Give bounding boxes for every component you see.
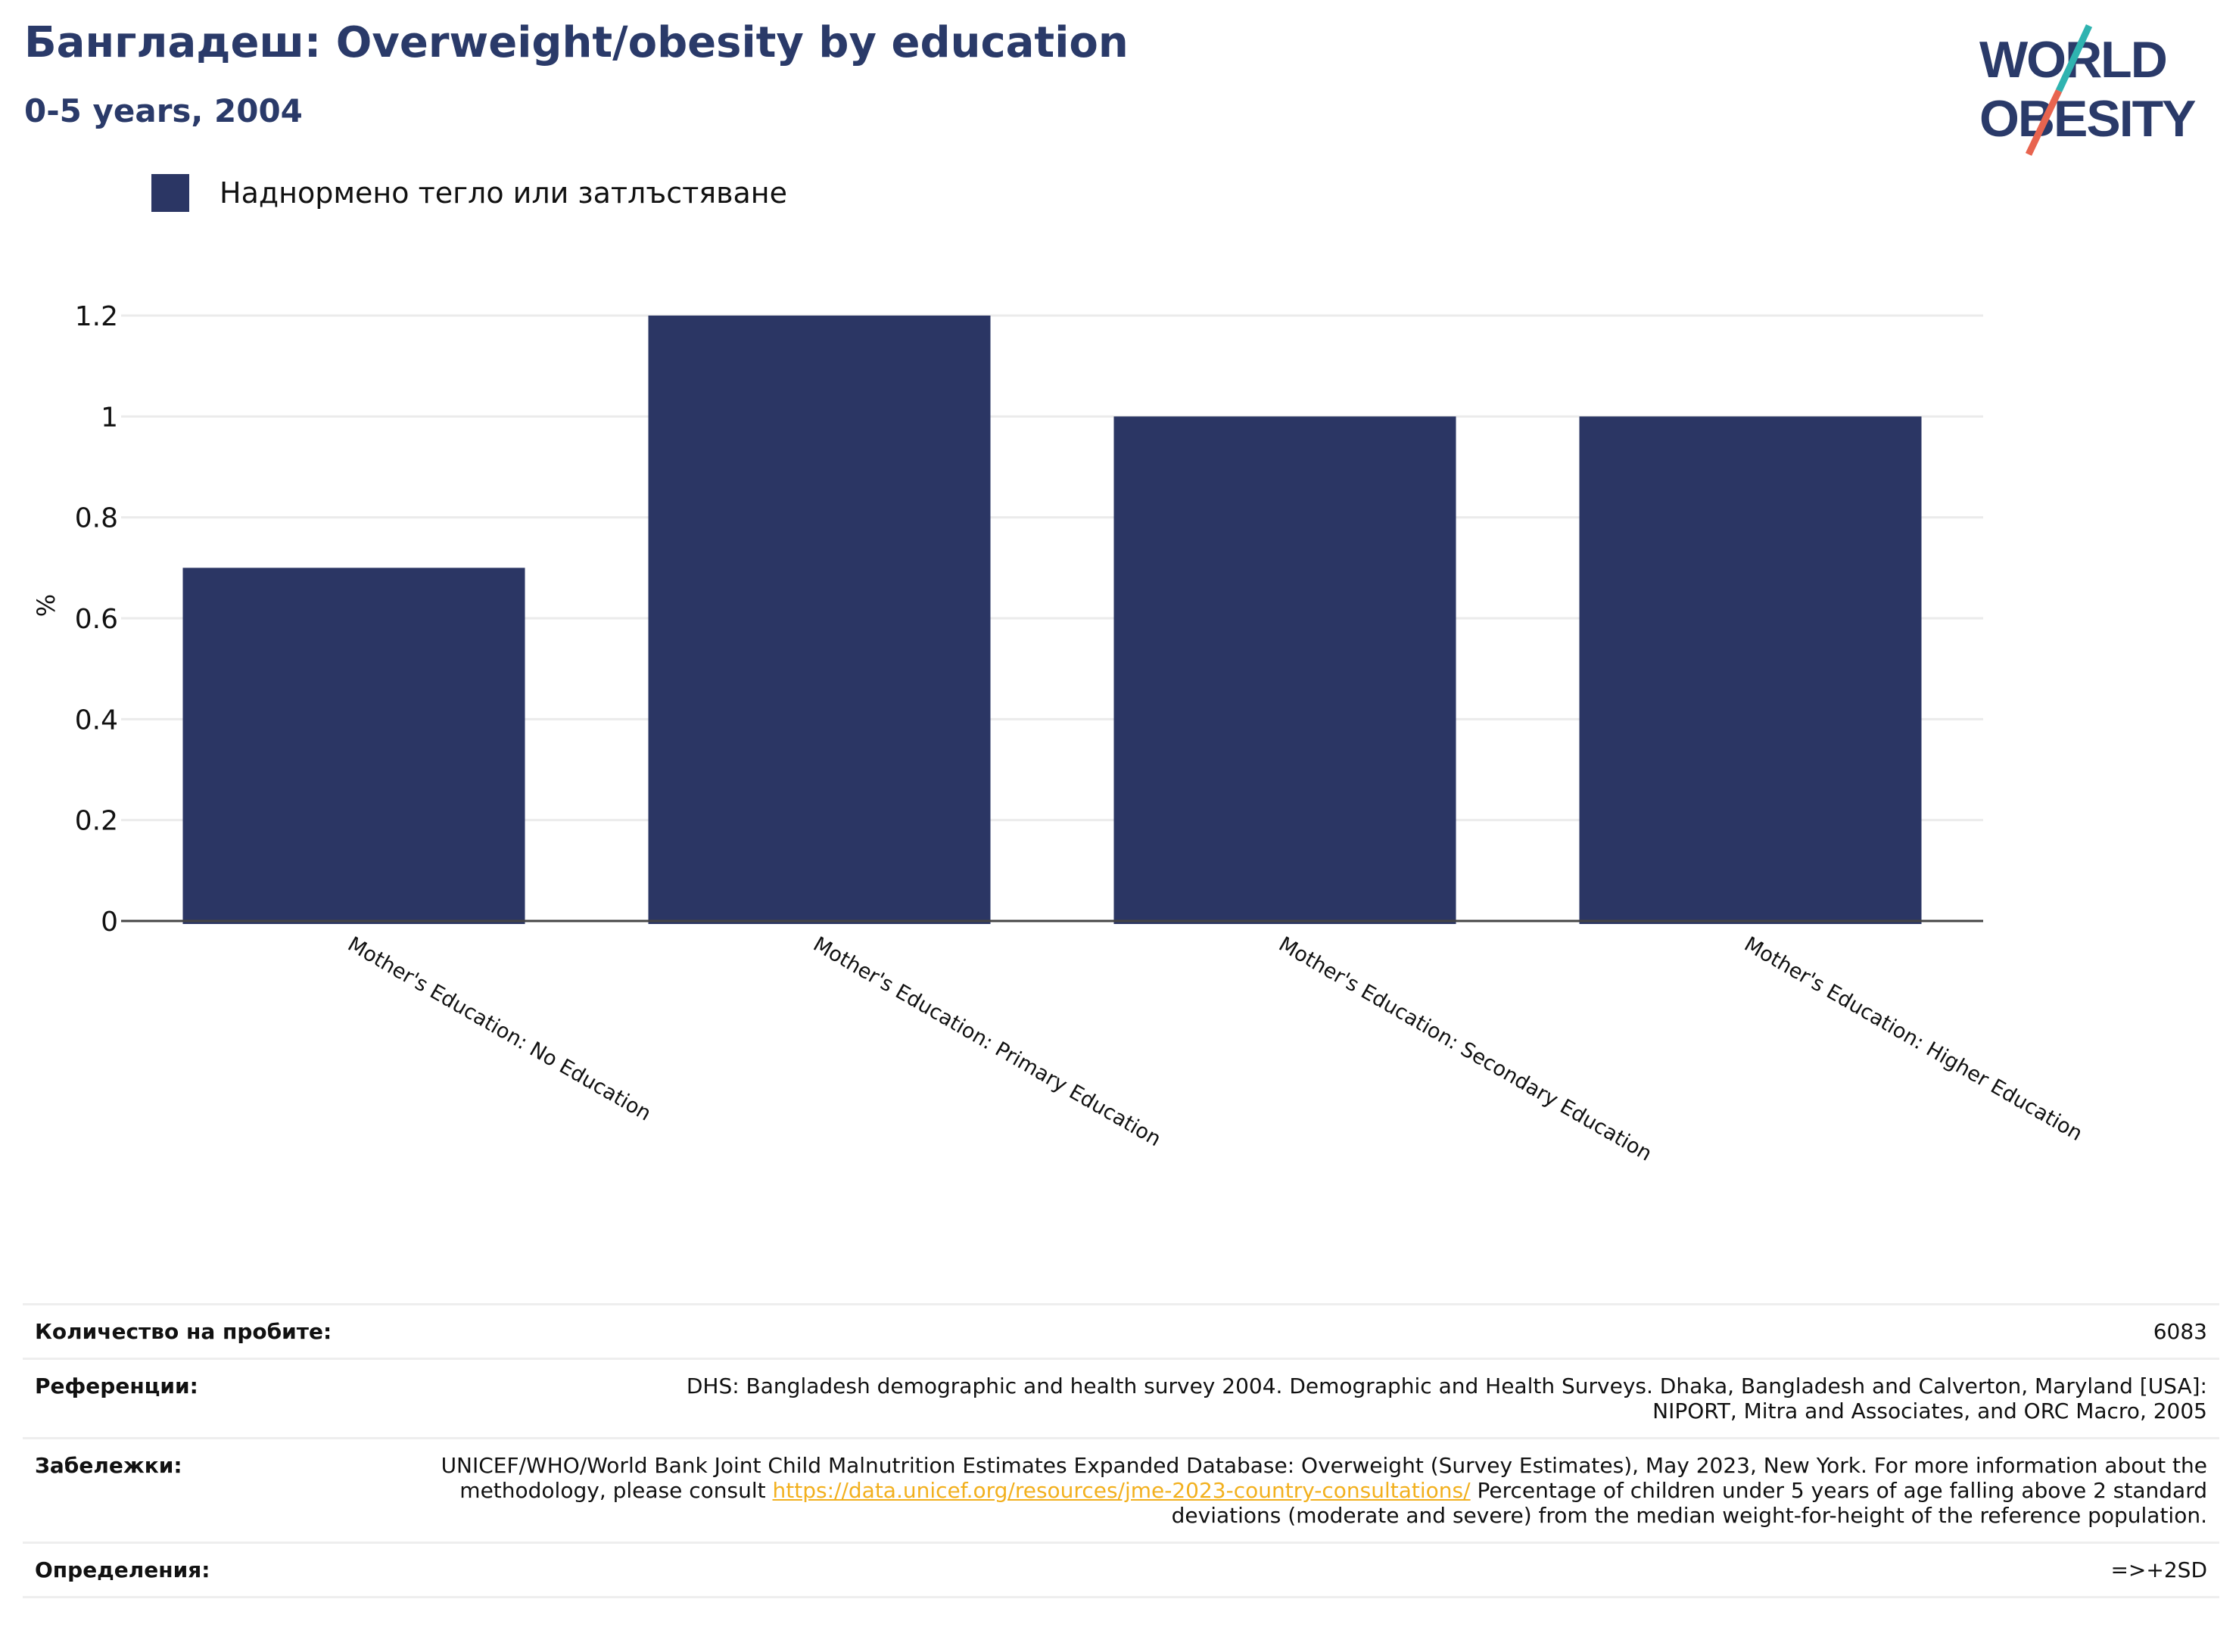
y-tick-label: 0.6 bbox=[75, 604, 118, 635]
y-axis-label: % bbox=[32, 594, 61, 617]
bar bbox=[1579, 416, 1922, 924]
notes-text-before: UNICEF/WHO/World Bank Joint Child Malnut… bbox=[441, 1453, 2207, 1503]
y-tick-label: 0.4 bbox=[75, 705, 118, 736]
notes-text-after: Percentage of children under 5 years of … bbox=[1171, 1478, 2207, 1528]
notes-value: UNICEF/WHO/World Bank Joint Child Malnut… bbox=[421, 1453, 2207, 1528]
notes-link[interactable]: https://data.unicef.org/resources/jme-20… bbox=[772, 1478, 1471, 1503]
meta-row-references: Референции: DHS: Bangladesh demographic … bbox=[23, 1358, 2219, 1437]
x-tick-label: Mother's Education: Primary Education bbox=[809, 932, 1165, 1151]
definitions-label: Определения: bbox=[35, 1557, 210, 1582]
references-value: DHS: Bangladesh demographic and health s… bbox=[686, 1374, 2207, 1423]
y-tick-label: 1.2 bbox=[75, 301, 118, 332]
chart-subtitle: 0-5 years, 2004 bbox=[24, 92, 303, 129]
x-tick-label: Mother's Education: No Education bbox=[344, 932, 655, 1125]
legend-label: Наднормено тегло или затлъстяване bbox=[220, 176, 787, 210]
x-tick-label: Mother's Education: Secondary Education bbox=[1275, 932, 1655, 1166]
y-tick-label: 0.8 bbox=[75, 503, 118, 534]
legend: Наднормено тегло или затлъстяване bbox=[151, 174, 787, 212]
y-tick-label: 0.2 bbox=[75, 806, 118, 837]
meta-row-sample: Количество на пробите: 6083 bbox=[23, 1303, 2219, 1358]
svg-text:OBESITY: OBESITY bbox=[1979, 90, 2196, 148]
legend-swatch bbox=[151, 174, 189, 212]
bar bbox=[648, 316, 991, 924]
references-label: Референции: bbox=[35, 1374, 198, 1398]
x-tick-label: Mother's Education: Higher Education bbox=[1740, 932, 2086, 1146]
y-tick-label: 1 bbox=[101, 402, 118, 433]
world-obesity-logo: WORLD OBESITY bbox=[1979, 24, 2197, 156]
chart-title: Бангладеш: Overweight/obesity by educati… bbox=[24, 18, 1129, 67]
y-tick-label: 0 bbox=[101, 907, 118, 938]
meta-row-notes: Забележки: UNICEF/WHO/World Bank Joint C… bbox=[23, 1437, 2219, 1542]
sample-size-value: 6083 bbox=[2153, 1319, 2207, 1344]
metadata-table: Количество на пробите: 6083 Референции: … bbox=[23, 1303, 2219, 1598]
bar bbox=[1113, 416, 1456, 924]
sample-size-label: Количество на пробите: bbox=[35, 1319, 332, 1344]
notes-label: Забележки: bbox=[35, 1453, 182, 1478]
definitions-value: =>+2SD bbox=[2110, 1557, 2207, 1582]
meta-row-definitions: Определения: =>+2SD bbox=[23, 1542, 2219, 1598]
bar bbox=[182, 568, 525, 924]
bar-chart: % 0 0.2 0.4 0.6 0.8 1 1.2 Mother's Education: … bbox=[32, 301, 2086, 1166]
